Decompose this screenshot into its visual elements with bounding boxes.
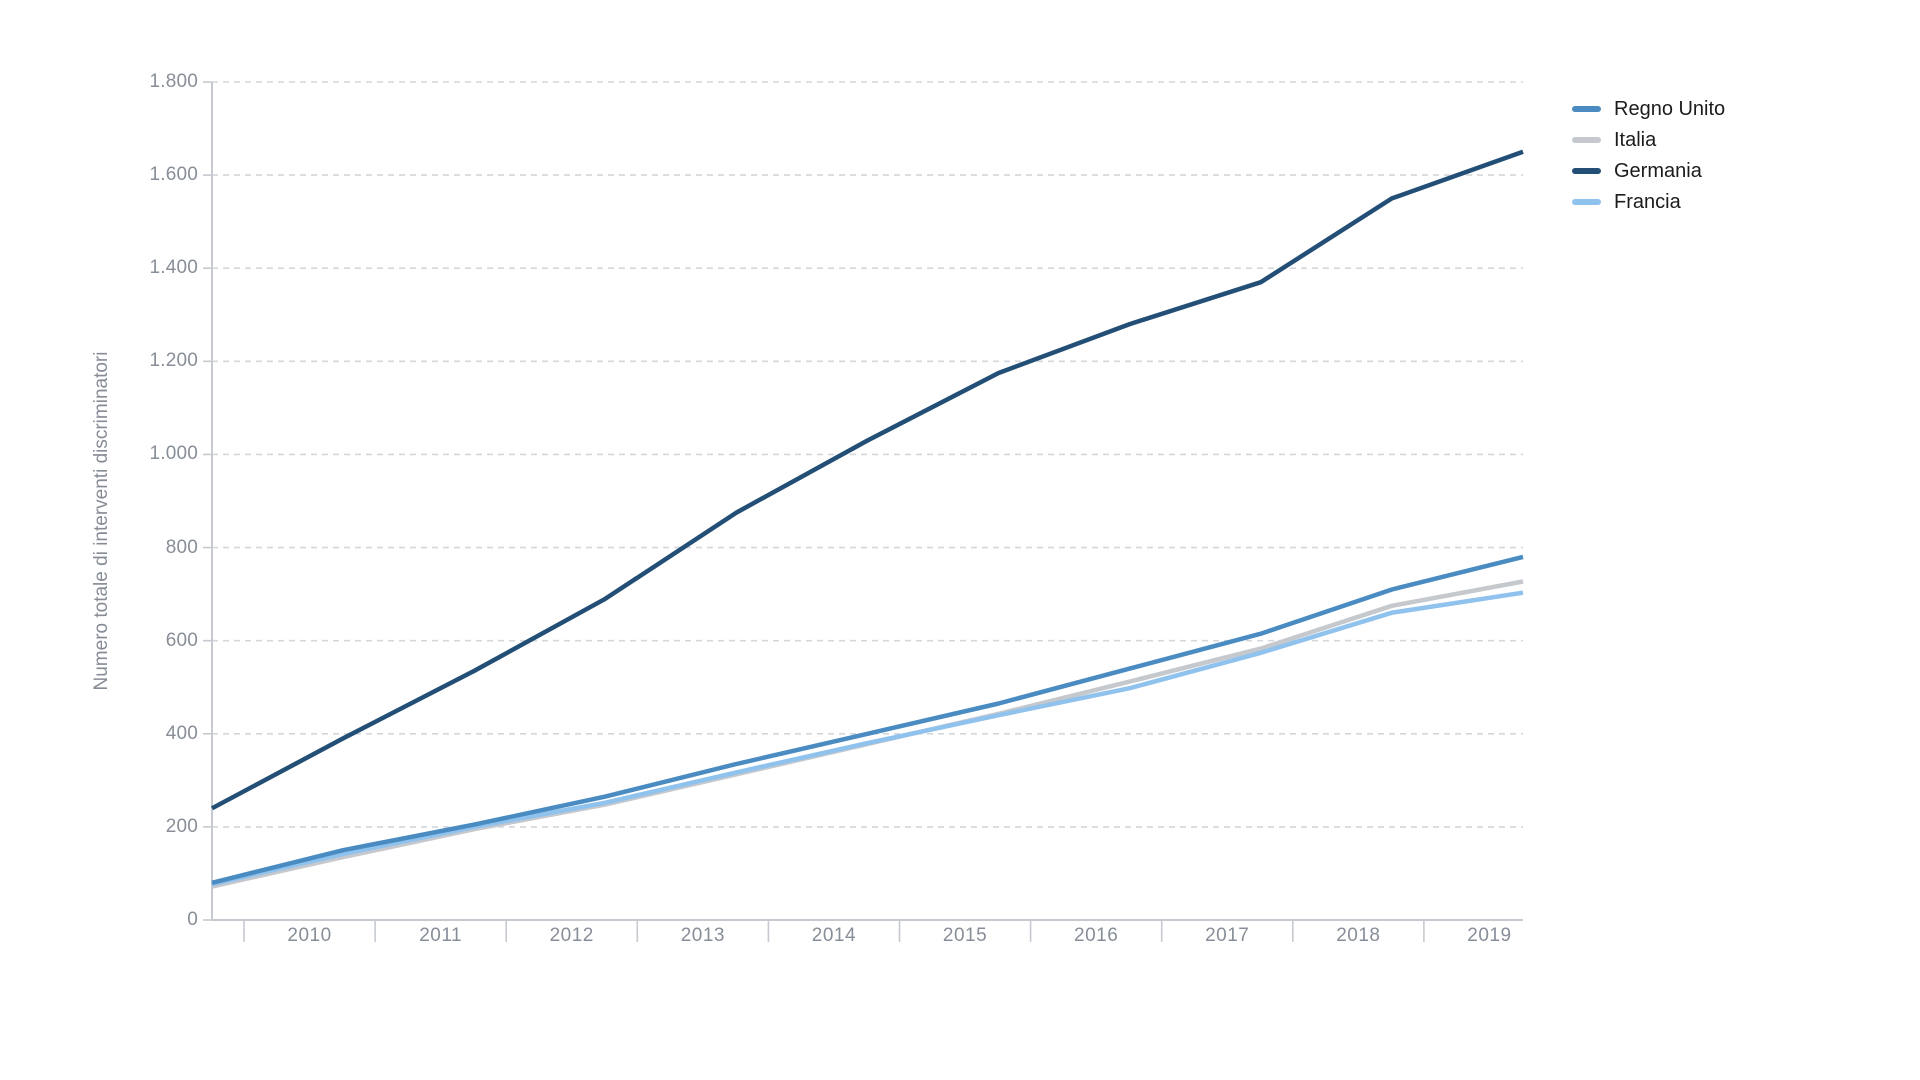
legend-item-francia: Francia xyxy=(1572,190,1725,214)
y-tick-label: 600 xyxy=(165,629,198,651)
legend-label: Italia xyxy=(1614,129,1657,151)
legend-swatch xyxy=(1572,199,1601,205)
legend: Regno Unito Italia Germania Francia xyxy=(1572,97,1725,214)
x-tick-label: 2017 xyxy=(1205,925,1250,946)
legend-label: Francia xyxy=(1614,191,1681,213)
x-tick-label: 2019 xyxy=(1467,925,1512,946)
y-tick-label: 0 xyxy=(187,909,198,930)
x-tick-label: 2015 xyxy=(942,925,988,946)
y-tick-label: 1.000 xyxy=(149,443,198,465)
legend-swatch xyxy=(1572,137,1601,143)
y-tick-label: 1.200 xyxy=(149,350,198,372)
legend-label: Regno Unito xyxy=(1614,98,1726,120)
x-tick-label: 2013 xyxy=(680,925,725,946)
legend-item-italia: Italia xyxy=(1572,128,1725,152)
legend-item-germania: Germania xyxy=(1572,159,1725,183)
legend-swatch xyxy=(1572,106,1601,112)
series-line-germania xyxy=(210,149,1524,811)
x-tick-label: 2018 xyxy=(1336,925,1381,946)
x-tick-label: 2016 xyxy=(1074,925,1119,946)
legend-label: Germania xyxy=(1614,160,1702,182)
y-axis-title: Numero totale di interventi discriminato… xyxy=(91,351,112,691)
y-tick-label: 1.400 xyxy=(149,257,198,279)
y-tick-label: 800 xyxy=(165,536,198,558)
x-tick-label: 2012 xyxy=(549,925,594,946)
y-tick-label: 1.800 xyxy=(149,71,198,92)
x-tick-label: 2014 xyxy=(811,925,857,946)
y-tick-label: 1.600 xyxy=(149,164,198,186)
x-tick-label: 2010 xyxy=(287,925,332,946)
series-line-regno-unito xyxy=(211,554,1524,885)
legend-swatch xyxy=(1572,168,1601,174)
x-tick-label: 2011 xyxy=(419,925,463,946)
y-tick-label: 400 xyxy=(165,722,198,744)
y-tick-label: 200 xyxy=(165,815,198,837)
series-line-francia xyxy=(211,590,1524,887)
legend-item-regno-unito: Regno Unito xyxy=(1572,97,1725,121)
